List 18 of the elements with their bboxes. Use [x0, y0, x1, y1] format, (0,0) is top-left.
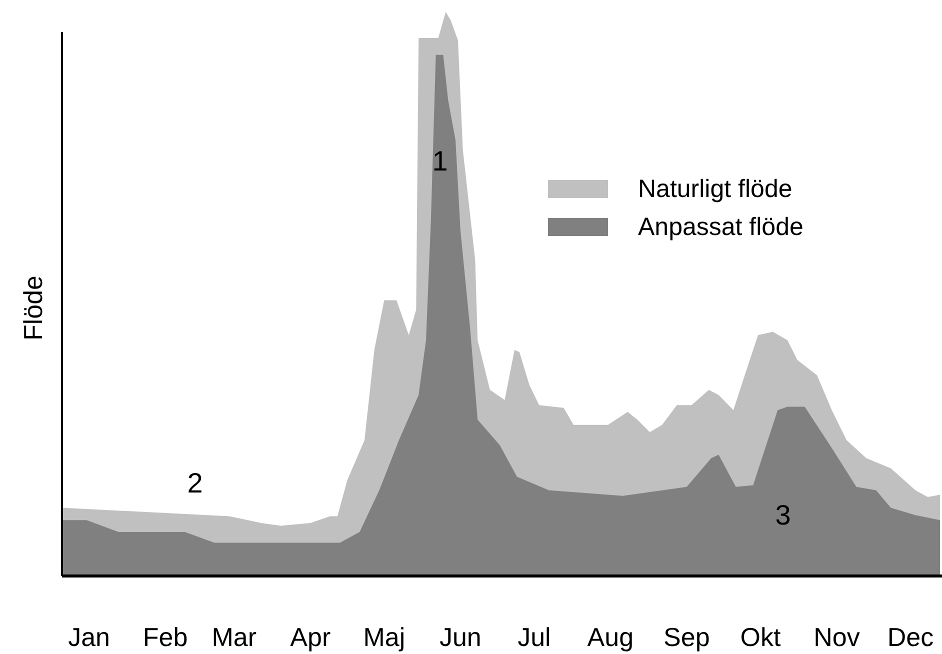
x-tick-label: Nov	[814, 622, 860, 652]
x-tick-label: Okt	[740, 622, 782, 652]
annotation: 3	[775, 499, 791, 530]
x-tick-label: Apr	[290, 622, 331, 652]
x-tick-label: Feb	[142, 622, 188, 652]
x-tick-label: Maj	[363, 622, 406, 652]
annotation: 2	[187, 467, 203, 498]
x-tick-label: Aug	[587, 622, 634, 652]
x-tick-label: Jul	[518, 622, 551, 652]
legend-label: Anpassat flöde	[638, 213, 804, 241]
y-axis-title: Flöde	[18, 275, 48, 341]
x-tick-label: Mar	[212, 622, 257, 652]
x-tick-label: Dec	[887, 622, 934, 652]
annotation: 1	[432, 145, 448, 176]
legend-label: Naturligt flöde	[638, 175, 792, 203]
x-tick-label: Sep	[664, 622, 710, 652]
x-tick-label: Jun	[439, 622, 482, 652]
x-tick-label: Jan	[68, 622, 110, 652]
